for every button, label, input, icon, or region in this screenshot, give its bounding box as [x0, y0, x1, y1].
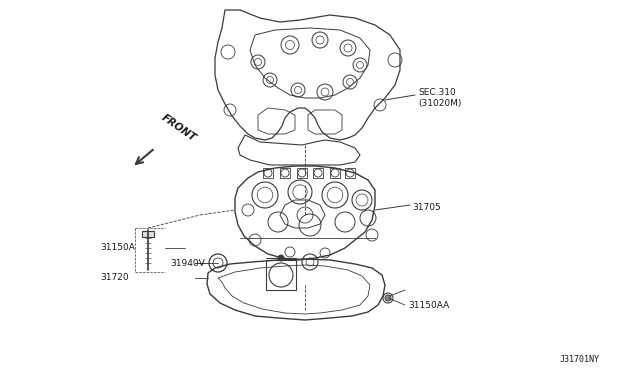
Bar [280, 168, 290, 178]
Text: 31150AA: 31150AA [408, 301, 449, 310]
Bar [345, 168, 355, 178]
Text: J31701NY: J31701NY [560, 355, 600, 364]
Bar [266, 260, 296, 290]
Text: FRONT: FRONT [160, 112, 198, 143]
Text: SEC.310
(31020M): SEC.310 (31020M) [418, 88, 461, 108]
Circle shape [385, 295, 391, 301]
Bar [142, 231, 154, 237]
Bar [330, 168, 340, 178]
Text: 31940V: 31940V [170, 259, 205, 267]
Bar [313, 168, 323, 178]
Text: 31720: 31720 [100, 273, 129, 282]
Text: 31705: 31705 [412, 202, 441, 212]
Bar [297, 168, 307, 178]
Bar [263, 168, 273, 178]
Text: 31150A: 31150A [100, 244, 135, 253]
Circle shape [278, 255, 284, 261]
